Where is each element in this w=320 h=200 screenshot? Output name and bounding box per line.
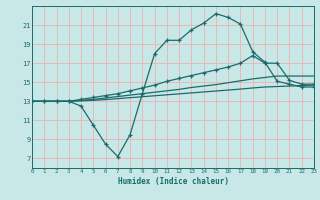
X-axis label: Humidex (Indice chaleur): Humidex (Indice chaleur) <box>117 177 228 186</box>
